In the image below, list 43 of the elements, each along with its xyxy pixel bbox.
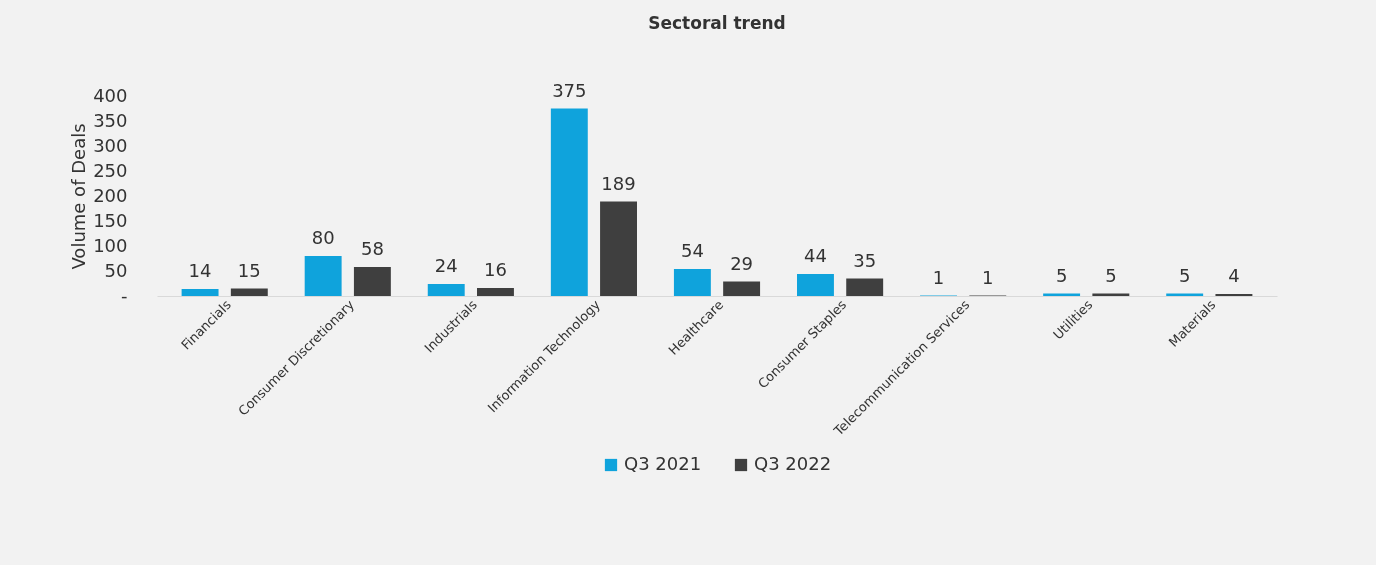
bar <box>477 288 514 296</box>
bar <box>600 201 637 296</box>
data-label: 1 <box>932 266 945 288</box>
data-label: 14 <box>188 260 212 281</box>
y-tick-label: 350 <box>93 109 128 131</box>
data-label: 5 <box>1178 264 1191 286</box>
data-label: 1 <box>982 266 994 288</box>
data-label: 80 <box>311 227 335 248</box>
data-label: 16 <box>484 259 507 280</box>
data-label: 5 <box>1055 264 1068 286</box>
bar <box>427 284 465 296</box>
legend-label: Q3 2021 <box>624 453 702 474</box>
data-label: 375 <box>552 79 587 101</box>
data-label: 58 <box>360 238 384 259</box>
data-label: 24 <box>434 255 458 276</box>
bar <box>230 288 268 296</box>
data-label: 44 <box>804 245 827 266</box>
y-tick-label: 50 <box>104 259 128 281</box>
bar <box>550 108 588 296</box>
data-label: 4 <box>1228 265 1240 286</box>
bar <box>797 274 834 296</box>
bar <box>353 267 391 296</box>
bar <box>846 278 884 296</box>
bar <box>304 256 342 296</box>
data-label: 189 <box>601 172 636 194</box>
data-label: 15 <box>237 259 261 281</box>
y-tick-label: 200 <box>93 184 128 206</box>
data-label: 35 <box>853 249 877 271</box>
y-tick-label: 150 <box>93 209 128 231</box>
y-tick-label: - <box>121 284 128 306</box>
data-label: 5 <box>1105 264 1117 286</box>
bar <box>673 269 711 296</box>
y-tick-label: 400 <box>93 84 128 106</box>
y-axis-title: Volume of Deals <box>68 123 90 270</box>
bar <box>723 281 761 296</box>
data-label: 29 <box>730 252 754 274</box>
bar <box>181 289 219 296</box>
legend-label: Q3 2022 <box>754 453 832 474</box>
y-tick-label: 100 <box>93 234 128 256</box>
y-tick-label: 300 <box>93 134 128 156</box>
chart-title: Sectoral trend <box>648 12 786 33</box>
y-tick-label: 250 <box>93 159 128 181</box>
data-label: 54 <box>680 240 704 261</box>
